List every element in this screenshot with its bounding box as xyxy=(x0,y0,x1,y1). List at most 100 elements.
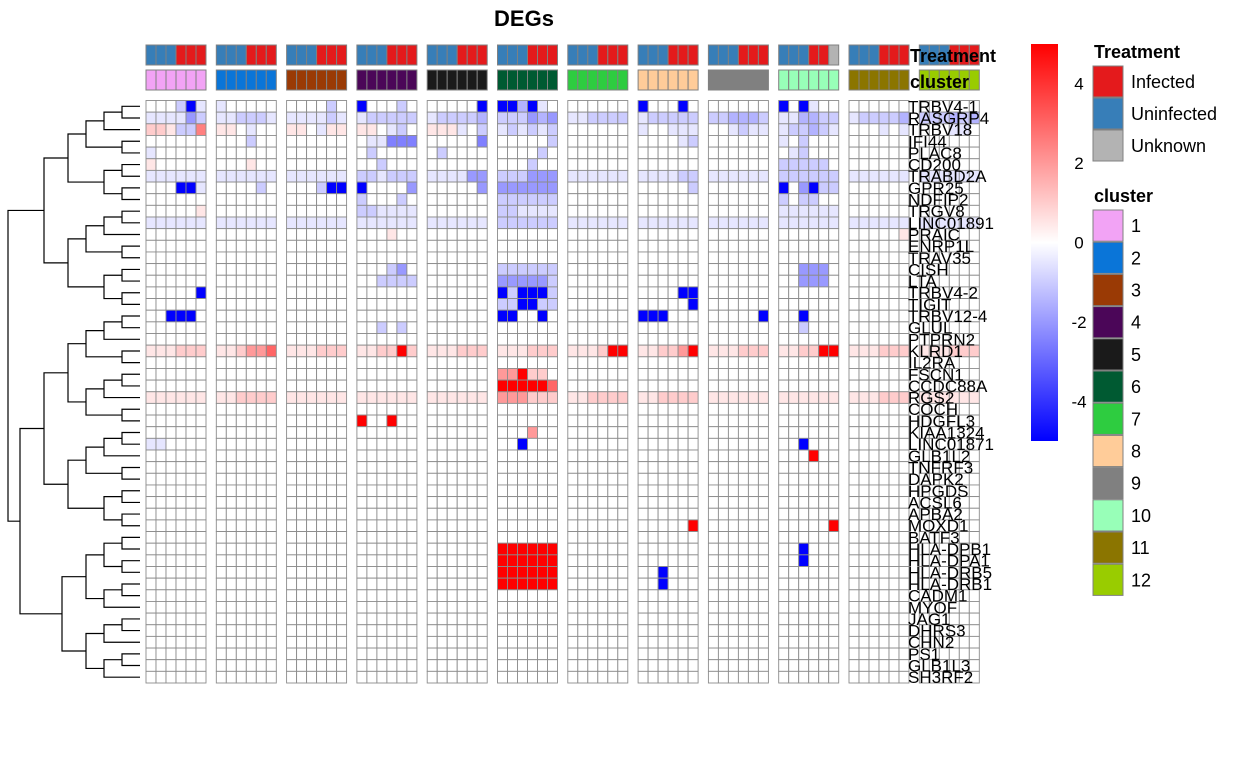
heatmap-cell xyxy=(235,437,247,451)
heatmap-cell xyxy=(537,251,548,265)
heatmap-cell xyxy=(165,647,177,661)
heatmap-cell xyxy=(255,647,267,661)
heatmap-cell xyxy=(717,251,729,265)
heatmap-cell xyxy=(848,344,860,358)
row-label: TIGIT xyxy=(908,295,951,314)
heatmap-cell xyxy=(255,577,267,591)
heatmap-cell xyxy=(155,251,167,265)
heatmap-cell xyxy=(567,402,579,416)
row-label: HDGFL3 xyxy=(908,412,975,431)
heatmap-cell xyxy=(788,542,800,556)
heatmap-cell xyxy=(195,321,207,334)
heatmap-cell xyxy=(296,158,308,171)
heatmap-cell xyxy=(497,100,508,113)
heatmap-cell xyxy=(798,402,810,416)
cluster-annotation-cell xyxy=(386,69,398,91)
heatmap-cell xyxy=(647,472,659,486)
heatmap-cell xyxy=(677,566,689,579)
heatmap-cell xyxy=(808,670,820,684)
heatmap-cell xyxy=(537,566,548,579)
heatmap-cell xyxy=(316,659,328,672)
heatmap-cell xyxy=(818,216,830,230)
heatmap-cell xyxy=(476,356,488,369)
heatmap-cell xyxy=(727,309,739,323)
heatmap-cell xyxy=(517,356,528,369)
heatmap-cell xyxy=(456,437,468,451)
heatmap-cell xyxy=(567,298,579,311)
heatmap-cell xyxy=(577,263,589,276)
heatmap-cell xyxy=(517,251,528,265)
heatmap-cell xyxy=(757,379,769,393)
heatmap-cell xyxy=(316,589,328,602)
heatmap-cell xyxy=(336,123,348,136)
heatmap-cell xyxy=(406,624,418,637)
heatmap-cell xyxy=(426,100,438,113)
heatmap-cell xyxy=(436,519,448,533)
heatmap-cell xyxy=(727,169,739,183)
heatmap-cell xyxy=(527,169,538,183)
heatmap-cell xyxy=(356,624,368,637)
heatmap-cell xyxy=(888,507,900,521)
heatmap-cell xyxy=(185,519,197,533)
row-label: KIAA1324 xyxy=(908,424,985,443)
heatmap-cell xyxy=(466,414,478,428)
heatmap-cell xyxy=(647,402,659,416)
dendrogram-branch xyxy=(121,431,140,445)
heatmap-cell xyxy=(175,426,187,439)
heatmap-cell xyxy=(828,612,840,626)
heatmap-cell xyxy=(446,519,458,533)
heatmap-cell xyxy=(687,635,699,649)
heatmap-cell xyxy=(757,659,769,672)
heatmap-cell xyxy=(828,566,840,579)
heatmap-cell xyxy=(366,449,378,463)
heatmap-cell xyxy=(316,251,328,265)
heatmap-cell xyxy=(798,484,810,498)
heatmap-cell xyxy=(607,368,619,381)
heatmap-cell xyxy=(215,554,227,567)
treatment-annotation-cell xyxy=(527,44,538,66)
heatmap-cell xyxy=(265,368,277,381)
heatmap-cell xyxy=(828,659,840,672)
heatmap-cell xyxy=(376,111,388,125)
heatmap-cell xyxy=(737,286,749,299)
heatmap-cell xyxy=(215,286,227,299)
heatmap-cell xyxy=(798,356,810,369)
heatmap-cell xyxy=(497,624,508,637)
heatmap-cell xyxy=(677,577,689,591)
heatmap-cell xyxy=(356,274,368,288)
heatmap-cell xyxy=(747,577,759,591)
heatmap-cell xyxy=(386,321,398,334)
heatmap-cell xyxy=(306,472,318,486)
cluster-annotation-cell xyxy=(507,69,518,91)
heatmap-cell xyxy=(878,309,890,323)
heatmap-cell xyxy=(637,158,649,171)
heatmap-cell xyxy=(507,414,518,428)
heatmap-cell xyxy=(798,216,810,230)
heatmap-cell xyxy=(868,333,880,346)
heatmap-cell xyxy=(607,169,619,183)
heatmap-cell xyxy=(577,449,589,463)
heatmap-cell xyxy=(195,286,207,299)
heatmap-cell xyxy=(527,554,538,567)
heatmap-cell xyxy=(527,134,538,148)
heatmap-cell xyxy=(637,379,649,393)
heatmap-cell xyxy=(376,123,388,136)
heatmap-cell xyxy=(878,449,890,463)
heatmap-cell xyxy=(607,274,619,288)
heatmap-cell xyxy=(888,635,900,649)
heatmap-cell xyxy=(577,612,589,626)
heatmap-cell xyxy=(577,624,589,637)
legend-label: 8 xyxy=(1131,442,1141,462)
heatmap-cell xyxy=(567,344,579,358)
heatmap-cell xyxy=(326,298,338,311)
heatmap-cell xyxy=(185,146,197,160)
heatmap-cell xyxy=(747,589,759,602)
heatmap-cell xyxy=(757,123,769,136)
heatmap-cell xyxy=(155,169,167,183)
heatmap-cell xyxy=(577,519,589,533)
heatmap-cell xyxy=(888,204,900,218)
heatmap-cell xyxy=(667,612,679,626)
heatmap-cell xyxy=(165,402,177,416)
heatmap-cell xyxy=(747,402,759,416)
heatmap-cell xyxy=(155,344,167,358)
